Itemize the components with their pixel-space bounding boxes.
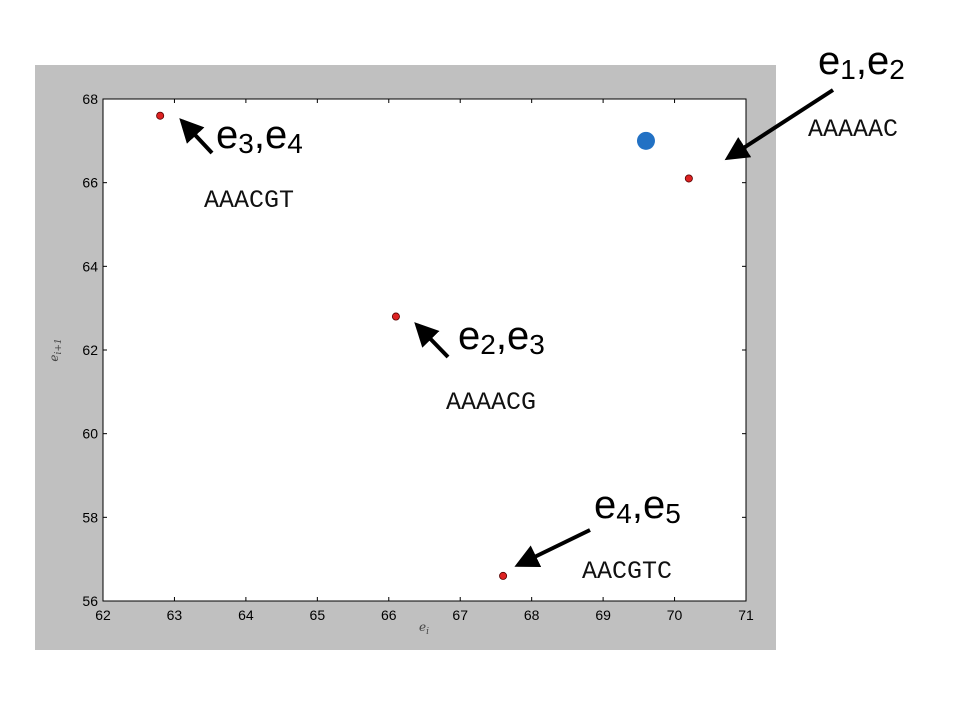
x-axis-label: ei [419,620,429,637]
x-tick-label: 65 [310,607,326,623]
data-point [499,571,508,580]
highlight-point [636,131,655,150]
annotation-label-e3-e4: e3,e4 [216,113,303,159]
x-tick-label: 71 [738,607,754,623]
x-tick-label: 66 [381,607,397,623]
plot-area [102,98,747,602]
y-tick-label: 68 [82,91,98,107]
sequence-label-aaacgt: AAACGT [204,186,294,215]
y-tick-label: 62 [82,342,98,358]
x-tick-label: 63 [167,607,183,623]
annotation-label-e2-e3: e2,e3 [458,314,545,360]
data-points [156,111,693,580]
annotation-label-e4-e5: e4,e5 [594,483,681,529]
data-point [156,111,165,120]
y-tick-label: 56 [82,593,98,609]
sequence-label-aacgtc: AACGTC [582,557,672,586]
sequence-label-aaaacg: AAAACG [446,388,536,417]
data-point [684,174,693,183]
y-tick-label: 66 [82,175,98,191]
annotation-arrow-e2-e3 [414,322,450,359]
x-tick-label: 70 [667,607,683,623]
x-tick-label: 68 [524,607,540,623]
y-tick-label: 64 [82,258,98,274]
axis-ticks: 62 63 64 65 66 67 68 69 70 71 56 58 60 62 64 66 68 [82,91,754,623]
annotation-arrow-e4-e5 [514,528,591,568]
sequence-label-aaaaac: AAAAAC [808,115,898,144]
data-point [391,312,400,321]
annotation-label-e1-e2: e1,e2 [818,39,905,85]
y-tick-label: 60 [82,426,98,442]
annotation-arrow-e1-e2 [724,88,835,161]
x-tick-label: 67 [452,607,468,623]
annotation-arrow-e3-e4 [179,118,214,155]
x-tick-label: 62 [95,607,111,623]
x-tick-label: 64 [238,607,254,623]
y-tick-label: 58 [82,509,98,525]
x-tick-label: 69 [595,607,611,623]
y-axis-label: ei+1 [47,338,64,361]
